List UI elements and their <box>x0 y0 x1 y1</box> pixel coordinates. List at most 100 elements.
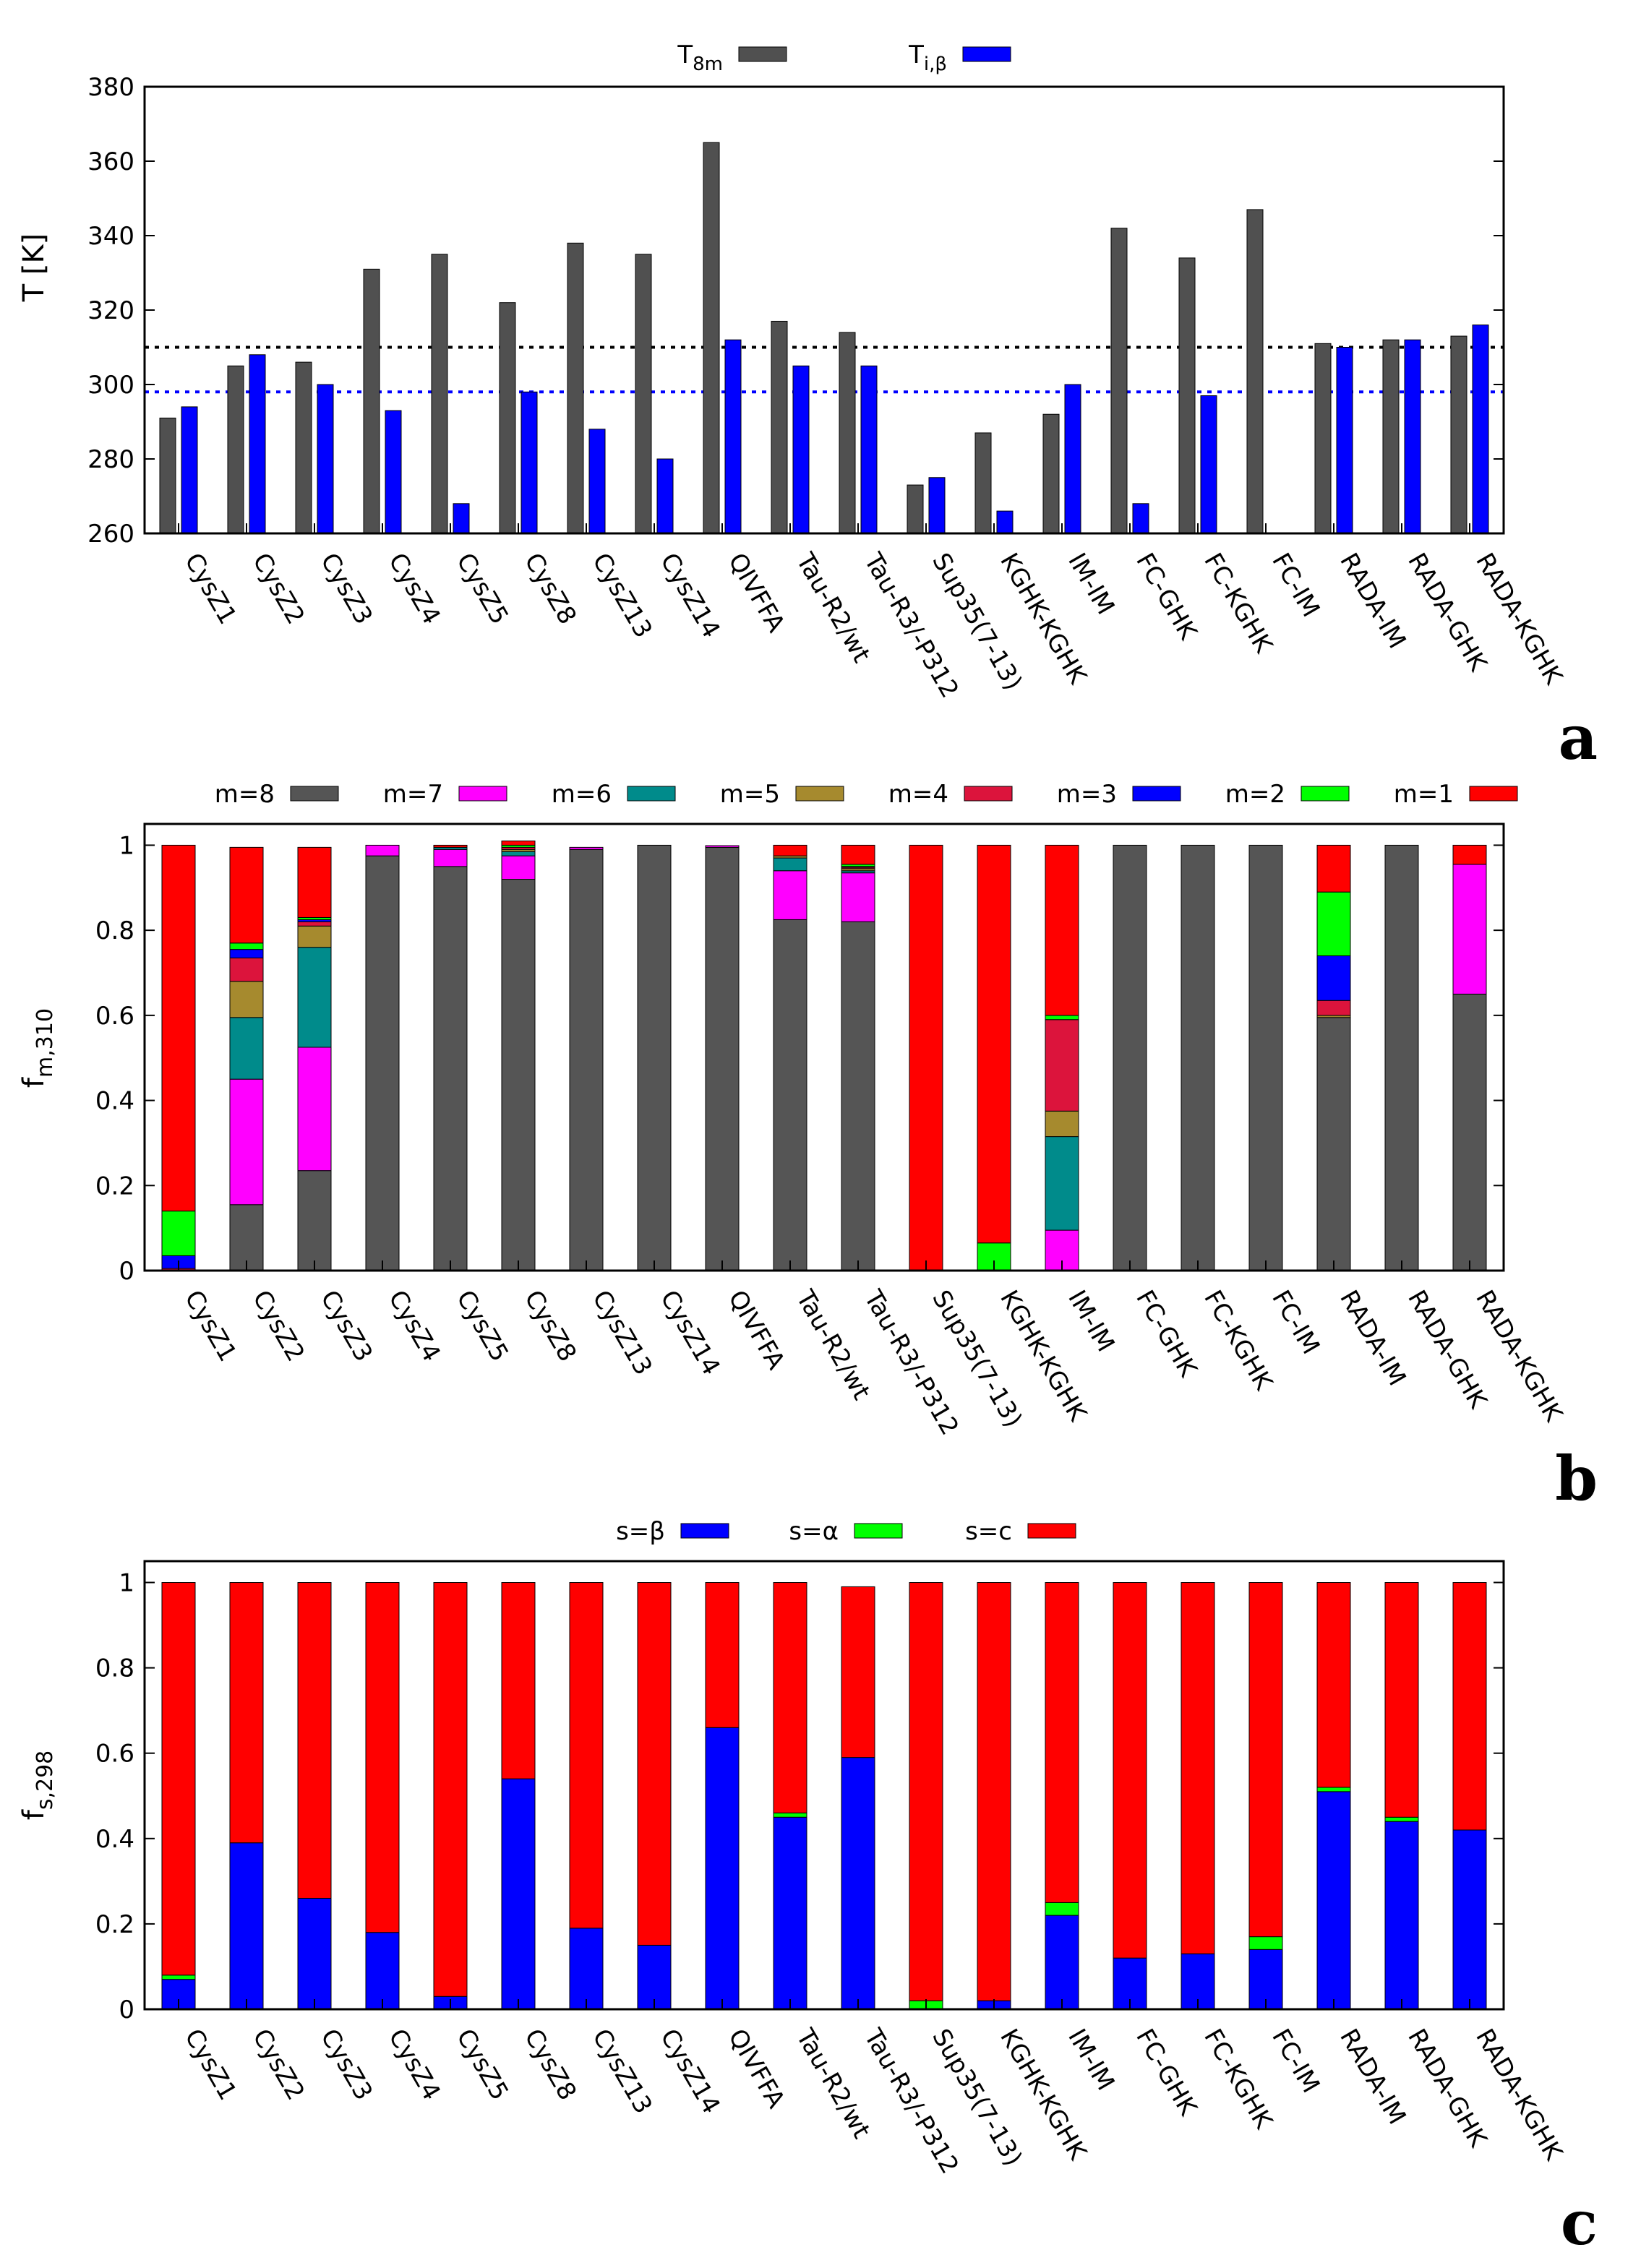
bar-segment-m=5-CysZ2 <box>229 981 264 1018</box>
bar-segment-s=α-FC-IM <box>1248 1936 1283 1950</box>
bar-segment-s=β-CysZ4 <box>365 1932 400 2010</box>
bar-Ti,β-FC-GHK <box>1132 503 1149 534</box>
bar-T8m-FC-GHK <box>1110 228 1128 534</box>
legend-label-T8m: T8m <box>677 40 723 75</box>
bar-segment-m=1-Tau-R3/-P312 <box>841 844 875 865</box>
bar-Ti,β-CysZ4 <box>385 410 402 534</box>
x-tick-label: RADA-IM <box>1334 2024 1411 2130</box>
bar-segment-m=6-CysZ2 <box>229 1017 264 1080</box>
bar-segment-m=8-QIVFFA <box>705 846 740 1271</box>
x-tick-label: CysZ5 <box>450 549 514 630</box>
y-tick-label: 360 <box>87 147 134 176</box>
bar-segment-m=7-Tau-R2/wt <box>773 870 807 920</box>
legend-label-s=c: s=c <box>965 1517 1012 1546</box>
bar-segment-s=c-CysZ13 <box>569 1582 604 1929</box>
legend-swatch-s=β <box>680 1523 729 1539</box>
legend-label-s=β: s=β <box>616 1517 665 1546</box>
bar-segment-s=c-CysZ4 <box>365 1582 400 1933</box>
bar-segment-m=2-IM-IM <box>1045 1015 1079 1021</box>
bar-segment-m=8-CysZ5 <box>433 866 468 1271</box>
x-tick-label: CysZ1 <box>179 549 242 630</box>
bar-segment-s=c-CysZ14 <box>637 1582 672 1946</box>
bar-segment-m=1-CysZ1 <box>161 844 196 1212</box>
bar-segment-m=6-CysZ3 <box>297 947 332 1048</box>
y-tick-label: 0 <box>119 1996 134 2024</box>
bar-segment-m=1-CysZ8 <box>501 841 536 846</box>
bar-segment-s=c-Sup35(7-13) <box>909 1582 943 2001</box>
x-tick-label: CysZ5 <box>450 2024 514 2105</box>
bar-T8m-Tau-R2/wt <box>771 320 788 534</box>
bar-segment-m=1-Tau-R2/wt <box>773 844 807 856</box>
bar-segment-m=8-CysZ14 <box>637 844 672 1271</box>
x-tick-label: CysZ14 <box>654 2024 726 2119</box>
bar-segment-s=β-Tau-R3/-P312 <box>841 1757 875 2010</box>
bar-segment-m=2-RADA-IM <box>1316 891 1351 956</box>
x-tick-label: CysZ3 <box>314 1286 378 1367</box>
bar-segment-s=α-CysZ1 <box>161 1975 196 1980</box>
bar-T8m-KGHK-KGHK <box>974 432 992 534</box>
y-tick-label: 300 <box>87 371 134 400</box>
bar-segment-s=c-CysZ3 <box>297 1582 332 1899</box>
bar-segment-m=7-CysZ3 <box>297 1047 332 1172</box>
panel-b-letter: b <box>1555 1443 1598 1514</box>
x-tick-label: CysZ3 <box>314 549 378 630</box>
bar-segment-s=β-CysZ3 <box>297 1897 332 2010</box>
x-tick-label: FC-KGHK <box>1198 1286 1279 1396</box>
y-tick-label: 340 <box>87 222 134 251</box>
bar-Ti,β-FC-KGHK <box>1200 395 1217 534</box>
x-tick-label: RADA-KGHK <box>1470 2024 1569 2167</box>
bar-segment-s=c-Tau-R3/-P312 <box>841 1586 875 1758</box>
bar-segment-m=7-Tau-R3/-P312 <box>841 872 875 922</box>
bar-segment-m=8-FC-KGHK <box>1181 844 1215 1271</box>
legend-label-m=6: m=6 <box>552 780 612 809</box>
bar-Ti,β-IM-IM <box>1064 384 1081 534</box>
x-tick-label: CysZ13 <box>586 2024 658 2119</box>
x-tick-label: RADA-KGHK <box>1470 1286 1569 1428</box>
bar-segment-m=6-Tau-R2/wt <box>773 857 807 872</box>
y-tick-label: 320 <box>87 296 134 325</box>
legend-label-m=5: m=5 <box>720 780 780 809</box>
x-tick-label: CysZ4 <box>382 549 446 630</box>
bar-segment-m=8-FC-IM <box>1248 844 1283 1271</box>
bar-segment-m=8-CysZ3 <box>297 1170 332 1271</box>
x-tick-label: QIVFFA <box>722 549 790 637</box>
bar-Ti,β-RADA-KGHK <box>1472 325 1489 534</box>
bar-segment-m=4-CysZ2 <box>229 957 264 982</box>
x-tick-label: CysZ8 <box>518 549 582 630</box>
bar-segment-s=α-Tau-R2/wt <box>773 1812 807 1818</box>
bar-segment-s=c-FC-GHK <box>1113 1582 1147 1959</box>
x-tick-label: CysZ8 <box>518 1286 582 1367</box>
plot-frame <box>143 822 1505 1272</box>
bar-Ti,β-Sup35(7-13) <box>928 477 946 534</box>
x-tick-label: CysZ13 <box>586 1286 658 1380</box>
y-tick-label: 1 <box>119 831 134 860</box>
bar-T8m-CysZ1 <box>159 417 176 534</box>
legend-swatch-Ti,β <box>962 46 1011 62</box>
bar-T8m-RADA-GHK <box>1382 339 1400 534</box>
bar-segment-m=4-CysZ3 <box>297 921 332 927</box>
legend-swatch-m=3 <box>1132 786 1181 802</box>
bar-segment-m=6-CysZ8 <box>501 851 536 856</box>
bar-T8m-RADA-KGHK <box>1450 335 1468 534</box>
legend-swatch-m=7 <box>458 786 507 802</box>
x-tick-label: RADA-KGHK <box>1470 549 1569 691</box>
x-tick-label: FC-GHK <box>1130 549 1203 646</box>
bar-Ti,β-CysZ2 <box>249 354 266 534</box>
bar-segment-m=4-IM-IM <box>1045 1019 1079 1112</box>
bar-segment-m=8-RADA-GHK <box>1384 844 1419 1271</box>
legend-swatch-m=4 <box>964 786 1013 802</box>
legend-label-Ti,β: Ti,β <box>908 40 947 75</box>
x-tick-label: IM-IM <box>1062 2024 1120 2096</box>
bar-segment-s=c-FC-IM <box>1248 1582 1283 1938</box>
bar-T8m-CysZ3 <box>295 361 312 534</box>
bar-segment-s=c-CysZ8 <box>501 1582 536 1779</box>
bar-segment-m=8-FC-GHK <box>1113 844 1147 1271</box>
x-tick-label: CysZ4 <box>382 1286 446 1367</box>
bar-Ti,β-CysZ13 <box>588 429 606 534</box>
x-tick-label: CysZ2 <box>247 549 310 630</box>
bar-segment-m=8-RADA-IM <box>1316 1017 1351 1271</box>
legend-label-m=1: m=1 <box>1394 780 1454 809</box>
bar-segment-s=β-IM-IM <box>1045 1915 1079 2010</box>
